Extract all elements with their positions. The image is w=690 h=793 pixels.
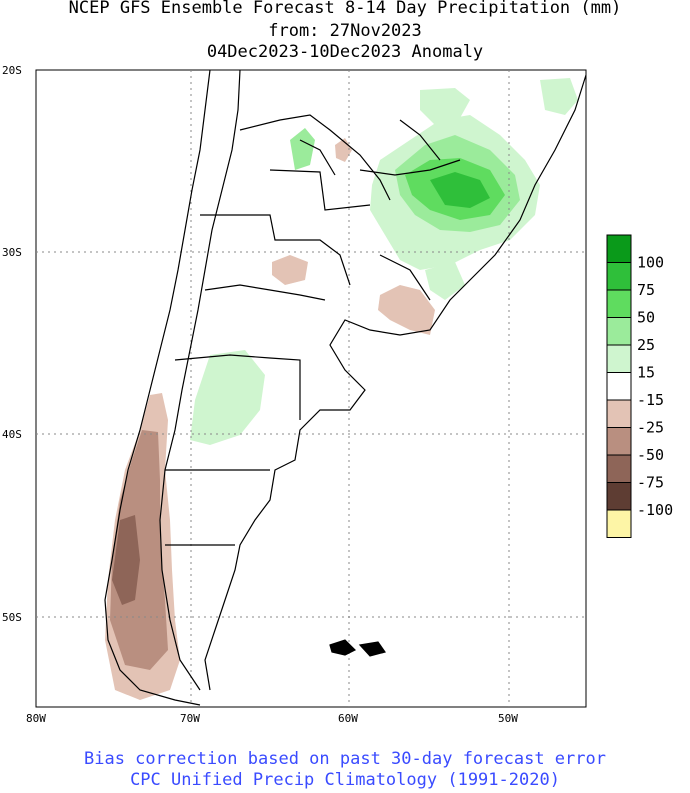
colorbar-label: 15 [637,364,655,382]
colorbar-swatch [606,509,632,538]
grid-lines [36,70,586,707]
colorbar-label: -75 [637,474,664,492]
colorbar-swatch [606,344,632,373]
footer-line1: Bias correction based on past 30-day for… [84,749,606,769]
colorbar-swatch [606,289,632,318]
lon-label-60w: 60W [338,712,358,725]
colorbar-swatch [606,262,632,291]
colorbar-swatch [606,234,632,263]
footer-line2: CPC Unified Precip Climatology (1991-202… [130,770,560,790]
colorbar-label: -25 [637,419,664,437]
colorbar-swatch [606,454,632,483]
map-title-line3: 04Dec2023-10Dec2023 Anomaly [206,42,484,62]
colorbar-label: 50 [637,309,655,327]
colorbar-label: -15 [637,391,664,409]
country-borders [104,69,587,706]
colorbar-swatch [606,482,632,511]
colorbar-label: 75 [637,281,655,299]
lat-label-50s: 50S [2,611,22,624]
map-title-line2: from: 27Nov2023 [268,21,422,41]
lat-label-30s: 30S [2,246,22,259]
colorbar-label: -100 [637,501,673,519]
anomaly-shading [105,78,578,700]
lon-label-70w: 70W [180,712,200,725]
colorbar: 100 75 50 25 15 -15 -25 -50 -75 -100 [606,234,673,538]
colorbar-label: -50 [637,446,664,464]
lon-label-50w: 50W [498,712,518,725]
colorbar-label: 25 [637,336,655,354]
colorbar-label: 100 [637,254,664,272]
lon-label-80w: 80W [26,712,46,725]
colorbar-swatch [606,372,632,401]
map-title-line1: NCEP GFS Ensemble Forecast 8-14 Day Prec… [68,0,622,18]
colorbar-swatch [606,399,632,428]
lat-label-20s: 20S [2,64,22,77]
lat-label-40s: 40S [2,428,22,441]
colorbar-swatch [606,427,632,456]
colorbar-swatch [606,317,632,346]
